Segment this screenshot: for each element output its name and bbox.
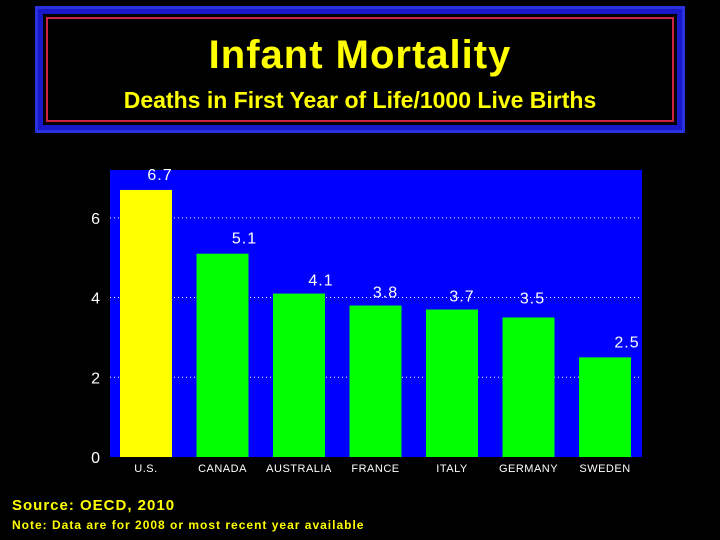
bar-italy <box>426 309 478 457</box>
x-tick-label: U.S. <box>134 463 157 475</box>
data-label: 2.5 <box>614 334 639 351</box>
x-tick-label: GERMANY <box>499 463 558 475</box>
y-tick-label: 4 <box>91 291 100 308</box>
data-label: 6.7 <box>147 167 172 184</box>
data-note: Note: Data are for 2008 or most recent y… <box>12 518 365 532</box>
bars <box>120 189 631 458</box>
x-tick-label: CANADA <box>198 463 247 475</box>
x-tick-label: AUSTRALIA <box>266 463 332 475</box>
bar-france <box>349 305 402 457</box>
data-label: 3.5 <box>520 290 545 307</box>
y-tick-label: 6 <box>91 211 100 228</box>
data-label: 5.1 <box>232 231 257 248</box>
x-tick-label: FRANCE <box>351 463 399 475</box>
bar-australia <box>273 293 325 457</box>
y-axis-ticks: 0 2 4 6 <box>91 211 100 467</box>
x-tick-label: ITALY <box>436 463 468 475</box>
y-tick-label: 2 <box>91 370 100 387</box>
data-labels: 6.7 5.1 4.1 3.8 3.7 3.5 2.5 <box>147 167 639 351</box>
data-label: 3.8 <box>373 285 398 302</box>
chart-subtitle: Deaths in First Year of Life/1000 Live B… <box>123 87 597 113</box>
x-axis-ticks: U.S. CANADA AUSTRALIA FRANCE ITALY GERMANY SWE… <box>134 463 630 475</box>
data-label: 4.1 <box>308 273 333 290</box>
y-tick-label: 0 <box>91 450 100 467</box>
data-label: 3.7 <box>449 289 474 306</box>
chart-title: Infant Mortality <box>208 33 512 77</box>
source-note: Source: OECD, 2010 <box>12 497 176 514</box>
title-panel: Infant Mortality Deaths in First Year of… <box>35 6 685 133</box>
bar-germany <box>502 317 555 457</box>
bar-canada <box>196 253 249 457</box>
x-tick-label: SWEDEN <box>579 463 630 475</box>
bar-sweden <box>579 357 631 457</box>
bar-us <box>120 189 172 458</box>
